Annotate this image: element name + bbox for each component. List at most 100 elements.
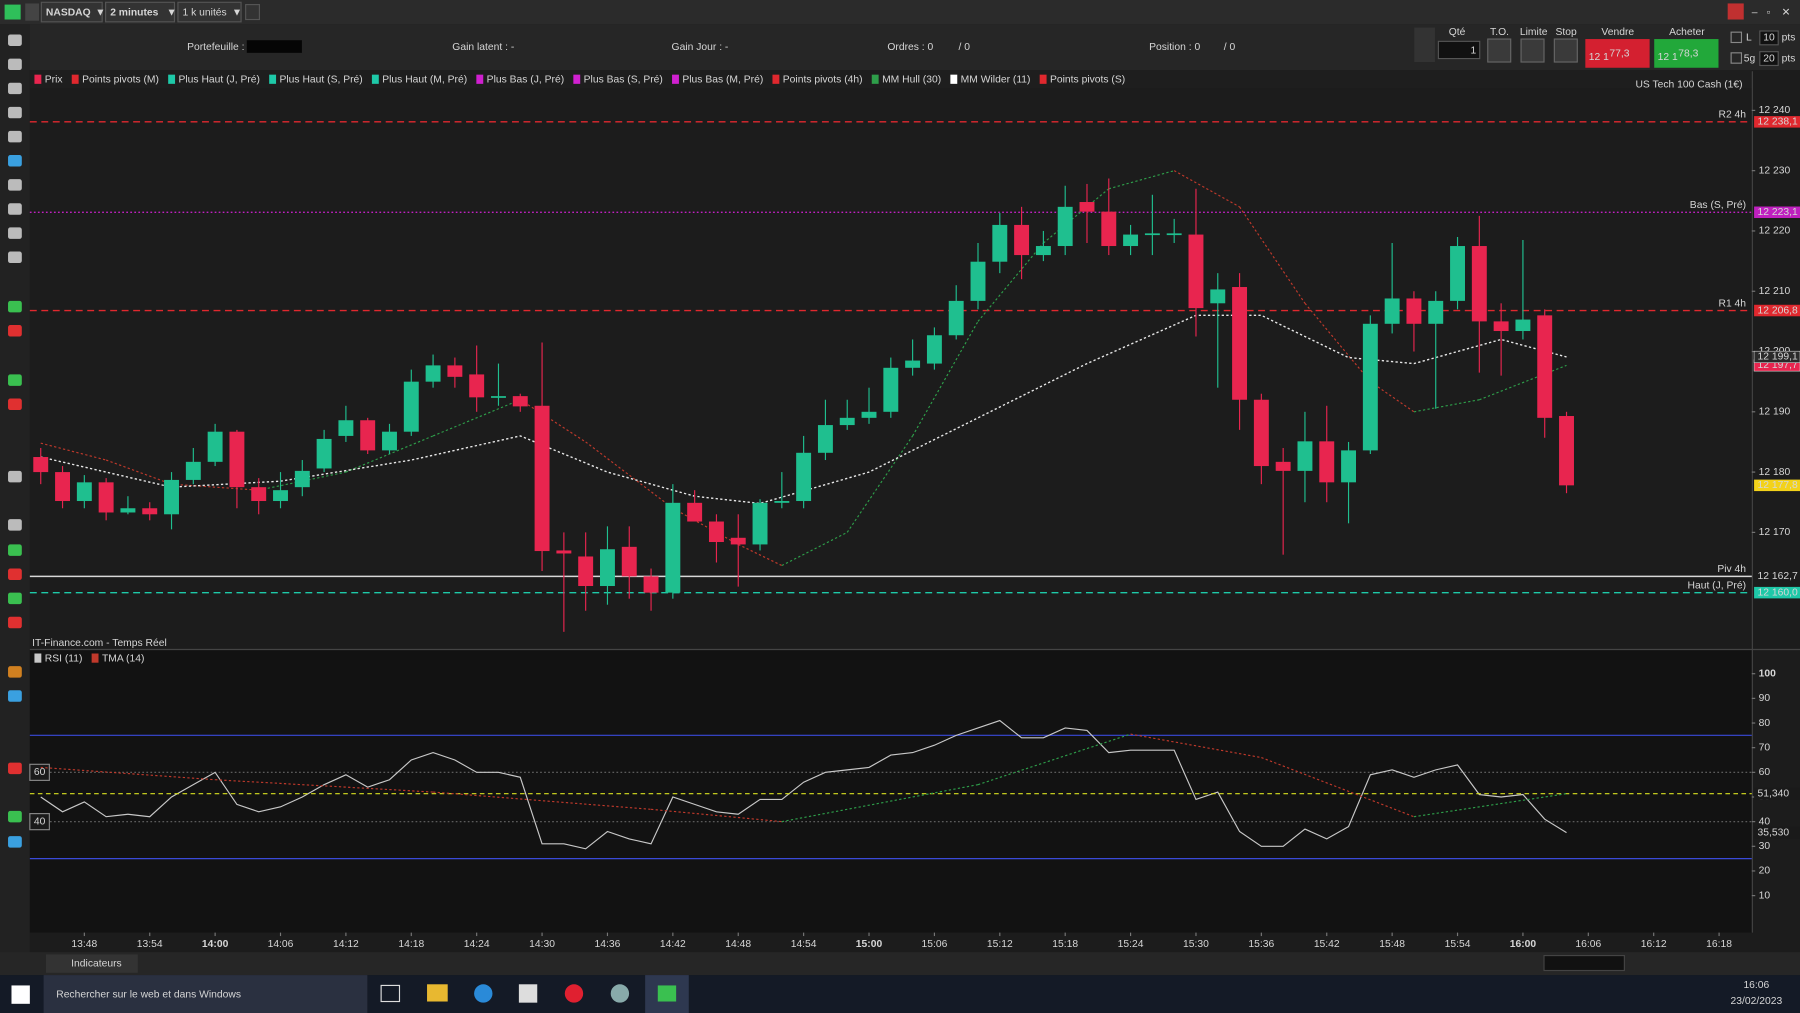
candle-body <box>316 438 332 469</box>
pts-input[interactable] <box>1759 51 1779 67</box>
buy-button[interactable] <box>1654 39 1719 68</box>
tool[interactable] <box>8 374 22 386</box>
tool[interactable] <box>8 836 22 848</box>
level-value: 12 206,8 <box>1758 305 1798 316</box>
legend-swatch <box>950 74 958 84</box>
candle-body <box>1384 298 1400 324</box>
tool[interactable] <box>8 106 22 119</box>
y-tick-label: 12 170 <box>1759 527 1791 538</box>
store-icon[interactable] <box>518 984 538 1003</box>
candle-body <box>1319 441 1335 483</box>
hull-segment <box>781 531 848 567</box>
candle-body <box>687 502 703 522</box>
tool[interactable] <box>8 519 22 531</box>
tool[interactable] <box>8 34 22 46</box>
stop-button[interactable] <box>1553 38 1578 63</box>
y-tick-label: 12 240 <box>1759 105 1791 116</box>
candle-body <box>1362 323 1378 451</box>
legend-swatch <box>269 74 277 84</box>
tma-segment <box>977 733 1131 786</box>
period: 2 minutes <box>110 7 158 18</box>
tool[interactable] <box>8 690 22 702</box>
lock-icon[interactable] <box>25 3 40 21</box>
x-tick-label: 14:12 <box>333 939 359 950</box>
buy-price-small: 12 1 <box>1658 52 1678 63</box>
qty-input[interactable] <box>1437 40 1481 60</box>
task-view[interactable] <box>380 984 401 1003</box>
units-select[interactable] <box>177 1 242 23</box>
hull-segment <box>1173 170 1240 208</box>
candle-body <box>665 502 681 593</box>
hull-segment <box>1239 206 1306 304</box>
candle-body <box>1253 399 1269 467</box>
tool[interactable] <box>8 544 22 556</box>
tool[interactable] <box>8 325 22 337</box>
tool[interactable] <box>8 398 22 411</box>
to-button[interactable] <box>1487 38 1512 63</box>
legend-swatch <box>168 74 176 84</box>
info-button[interactable] <box>245 4 261 21</box>
explorer-icon[interactable] <box>427 984 448 1002</box>
tool[interactable] <box>8 568 22 581</box>
drawing-tools <box>8 34 22 848</box>
app-icon[interactable] <box>4 4 21 20</box>
candle-body <box>229 431 245 488</box>
tool[interactable] <box>8 82 22 95</box>
tool[interactable] <box>8 203 22 215</box>
tool[interactable] <box>8 762 22 775</box>
x-tick-label: 14:06 <box>268 939 294 950</box>
pts-input[interactable] <box>1759 30 1779 46</box>
limit-button[interactable] <box>1520 38 1545 63</box>
sell-button[interactable] <box>1585 39 1650 68</box>
period-select[interactable] <box>105 1 176 23</box>
level-name: R1 4h <box>1718 298 1746 309</box>
checkbox[interactable] <box>1730 52 1743 64</box>
tool[interactable] <box>8 470 22 483</box>
start-button[interactable] <box>11 985 30 1004</box>
app-icon[interactable] <box>610 984 630 1003</box>
checkbox[interactable] <box>1730 31 1743 44</box>
candle-body <box>1188 234 1204 309</box>
opera-icon[interactable] <box>564 984 584 1003</box>
legend-swatch <box>1039 74 1047 84</box>
tool[interactable] <box>8 592 22 605</box>
x-tick-label: 14:18 <box>398 939 424 950</box>
sell-price-small: 12 1 <box>1589 52 1609 63</box>
app-icon[interactable] <box>657 985 677 1002</box>
level-value: 12 160,0 <box>1758 587 1798 598</box>
source: IT-Finance.com - Temps Réel <box>32 638 167 649</box>
candle-body <box>578 556 594 587</box>
candle-body <box>708 521 724 543</box>
position-b: / 0 <box>1224 42 1236 53</box>
market-select[interactable] <box>40 1 103 23</box>
level-value-box <box>1754 206 1800 219</box>
y-tick-label: 12 180 <box>1759 467 1791 478</box>
candle-body <box>273 490 288 502</box>
tool[interactable] <box>8 179 22 191</box>
tool[interactable] <box>8 130 22 143</box>
tool[interactable] <box>8 155 22 167</box>
tool[interactable] <box>8 227 22 239</box>
close-button[interactable]: ✕ <box>1782 7 1791 18</box>
edge-icon[interactable] <box>474 984 493 1003</box>
tool[interactable] <box>8 666 22 678</box>
candle-body <box>403 381 419 432</box>
search-box[interactable] <box>43 975 368 1013</box>
candle-body <box>251 487 267 502</box>
y-tick-label: 80 <box>1759 718 1771 729</box>
hull-segment <box>912 321 979 437</box>
candle-body <box>120 508 136 513</box>
tool[interactable] <box>8 300 22 313</box>
restore-button[interactable]: ▫ <box>1767 7 1771 18</box>
indicators-button[interactable] <box>45 954 138 973</box>
tool[interactable] <box>8 810 22 823</box>
minimize-button[interactable]: – <box>1752 7 1758 18</box>
tool[interactable] <box>8 616 22 629</box>
settings-button[interactable] <box>1414 27 1435 63</box>
sync-icon[interactable] <box>1727 3 1744 20</box>
tool[interactable] <box>8 251 22 264</box>
legend-entry: Plus Haut (S, Pré) <box>280 75 363 86</box>
tool[interactable] <box>8 58 22 71</box>
scrollbar[interactable] <box>1543 954 1625 972</box>
l-label: L <box>1746 33 1752 44</box>
